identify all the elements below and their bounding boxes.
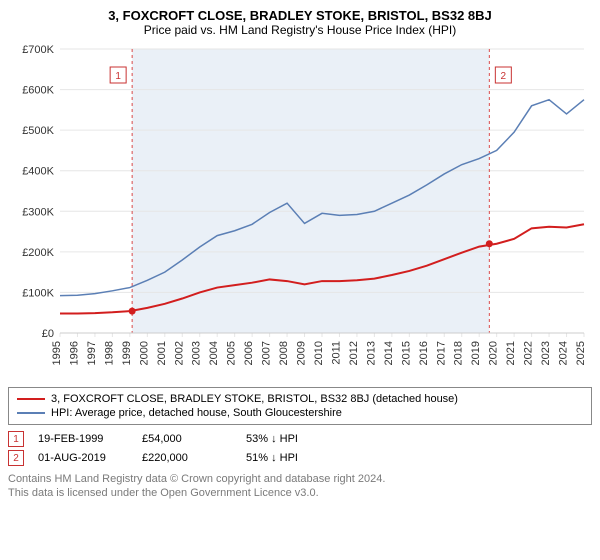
x-tick-label: 2000 (138, 341, 150, 365)
y-tick-label: £700K (22, 44, 54, 56)
x-tick-label: 1996 (68, 341, 80, 365)
y-tick-label: £0 (42, 328, 54, 340)
marker-box: 2 (8, 450, 24, 466)
marker-pct: 51% ↓ HPI (246, 452, 298, 464)
x-tick-label: 2013 (365, 341, 377, 365)
y-tick-label: £100K (22, 287, 54, 299)
x-tick-label: 2023 (540, 341, 552, 365)
x-tick-label: 2005 (226, 341, 238, 365)
x-tick-label: 2006 (243, 341, 255, 365)
x-tick-label: 2008 (278, 341, 290, 365)
x-tick-label: 2019 (470, 341, 482, 365)
x-tick-label: 2022 (523, 341, 535, 365)
x-tick-label: 1997 (86, 341, 98, 365)
x-tick-label: 2021 (505, 341, 517, 365)
legend-swatch (17, 412, 45, 414)
marker-date: 19-FEB-1999 (38, 433, 128, 445)
legend-label: HPI: Average price, detached house, Sout… (51, 407, 342, 419)
marker-row: 2 01-AUG-2019 £220,000 51% ↓ HPI (8, 450, 592, 466)
marker-pct: 53% ↓ HPI (246, 433, 298, 445)
marker-box: 1 (8, 431, 24, 447)
x-tick-label: 1999 (121, 341, 133, 365)
x-tick-label: 2020 (488, 341, 500, 365)
chart-subtitle: Price paid vs. HM Land Registry's House … (8, 23, 592, 37)
legend-item: 3, FOXCROFT CLOSE, BRADLEY STOKE, BRISTO… (17, 392, 583, 406)
x-tick-label: 2011 (330, 341, 342, 365)
x-tick-label: 1998 (103, 341, 115, 365)
x-tick-label: 2007 (261, 341, 273, 365)
marker-row: 1 19-FEB-1999 £54,000 53% ↓ HPI (8, 431, 592, 447)
chart-container: £0 £100K £200K £300K £400K £500K £600K £700K 199… (8, 43, 592, 383)
x-tick-label: 2012 (348, 341, 360, 365)
y-tick-label: £500K (22, 125, 54, 137)
legend-label: 3, FOXCROFT CLOSE, BRADLEY STOKE, BRISTO… (51, 393, 458, 405)
marker-number: 2 (501, 71, 507, 82)
y-tick-label: £200K (22, 247, 54, 259)
x-tick-label: 2024 (558, 341, 570, 365)
marker-price: £54,000 (142, 433, 232, 445)
x-tick-label: 2015 (400, 341, 412, 365)
marker-table: 1 19-FEB-1999 £54,000 53% ↓ HPI 2 01-AUG-2019… (8, 431, 592, 466)
x-tick-label: 2002 (173, 341, 185, 365)
x-tick-label: 1995 (51, 341, 63, 365)
line-chart: £0 £100K £200K £300K £400K £500K £600K £700K 199… (8, 43, 592, 383)
legend-item: HPI: Average price, detached house, Sout… (17, 406, 583, 420)
x-tick-label: 2016 (418, 341, 430, 365)
shade-band (132, 49, 489, 333)
marker-number: 1 (115, 71, 121, 82)
y-tick-label: £400K (22, 166, 54, 178)
marker-date: 01-AUG-2019 (38, 452, 128, 464)
footnote-line: This data is licensed under the Open Gov… (8, 486, 592, 500)
legend-swatch (17, 398, 45, 400)
x-tick-label: 2004 (208, 341, 220, 365)
chart-title: 3, FOXCROFT CLOSE, BRADLEY STOKE, BRISTO… (8, 8, 592, 23)
y-tick-label: £300K (22, 206, 54, 218)
x-tick-label: 2014 (383, 341, 395, 365)
legend: 3, FOXCROFT CLOSE, BRADLEY STOKE, BRISTO… (8, 387, 592, 425)
marker-price: £220,000 (142, 452, 232, 464)
x-tick-label: 2018 (453, 341, 465, 365)
x-tick-label: 2003 (191, 341, 203, 365)
x-tick-label: 2001 (156, 341, 168, 365)
y-tick-label: £600K (22, 85, 54, 97)
x-tick-label: 2009 (296, 341, 308, 365)
x-tick-label: 2017 (435, 341, 447, 365)
footnote-line: Contains HM Land Registry data © Crown c… (8, 472, 592, 486)
x-tick-label: 2025 (575, 341, 587, 365)
x-tick-label: 2010 (313, 341, 325, 365)
footnote: Contains HM Land Registry data © Crown c… (8, 472, 592, 501)
